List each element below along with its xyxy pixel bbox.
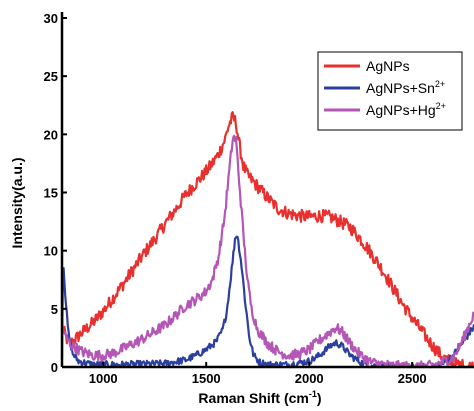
x-tick-label: 1500 xyxy=(192,371,221,386)
axes-layer: 0 5 10 15 20 25 30 1000 1500 2000 2500 xyxy=(44,11,474,386)
legend: AgNPs AgNPs+Sn2+ AgNPs+Hg2+ xyxy=(317,51,463,131)
legend-label-2: AgNPs+Sn2+ xyxy=(366,79,445,96)
series-line-1 xyxy=(60,111,474,369)
x-tick-label: 2000 xyxy=(295,371,324,386)
x-axis-title-superscript: -1 xyxy=(309,389,317,399)
x-axis-title: Raman Shift (cm-1) xyxy=(198,389,321,406)
y-tick-label: 20 xyxy=(44,127,58,142)
y-tick-label: 15 xyxy=(44,186,58,201)
y-tick-label: 30 xyxy=(44,11,58,26)
y-tick-label: 25 xyxy=(44,69,58,84)
legend-label-3: AgNPs+Hg2+ xyxy=(366,101,446,118)
plot-layer xyxy=(60,111,474,369)
legend-label-1: AgNPs xyxy=(366,58,410,74)
x-tick-label: 2500 xyxy=(398,371,427,386)
y-tick-label: 0 xyxy=(51,360,58,375)
x-tick-label: 1000 xyxy=(89,371,118,386)
y-tick-label: 10 xyxy=(44,244,58,259)
y-axis-title: Intensity(a.u.) xyxy=(9,157,25,248)
y-tick-label: 5 xyxy=(51,302,58,317)
series-line-3 xyxy=(60,134,474,369)
